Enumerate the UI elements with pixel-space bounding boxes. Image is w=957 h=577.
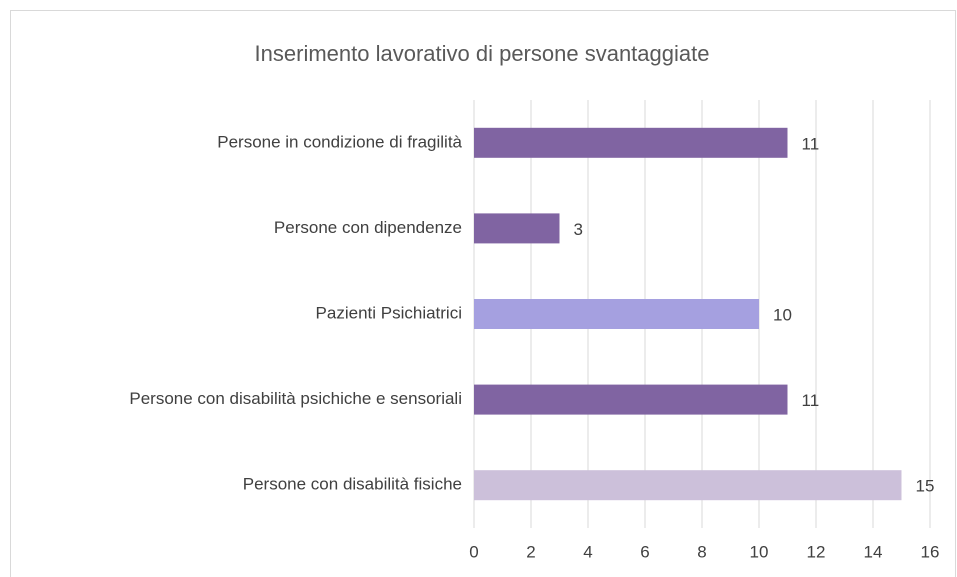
x-tick-label: 12 (807, 542, 826, 561)
chart-title: Inserimento lavorativo di persone svanta… (255, 41, 710, 66)
y-tick-label: Persone con dipendenze (274, 218, 462, 237)
y-tick-label: Persone con disabilità fisiche (243, 475, 462, 494)
x-tick-label: 16 (921, 542, 940, 561)
data-label: 11 (802, 134, 820, 153)
data-label: 15 (916, 477, 935, 496)
y-tick-label: Persone in condizione di fragilità (217, 132, 462, 151)
data-label: 11 (802, 391, 820, 410)
x-tick-label: 4 (583, 542, 592, 561)
y-tick-label: Persone con disabilità psichiche e senso… (129, 389, 462, 408)
bar (474, 470, 902, 501)
bar (474, 384, 788, 415)
bar (474, 213, 560, 244)
x-tick-label: 14 (864, 542, 883, 561)
x-tick-label: 6 (640, 542, 649, 561)
x-tick-label: 0 (469, 542, 478, 561)
x-tick-label: 10 (750, 542, 769, 561)
bar (474, 127, 788, 158)
data-label: 3 (574, 220, 583, 239)
x-tick-label: 2 (526, 542, 535, 561)
x-tick-label: 8 (697, 542, 706, 561)
bar (474, 299, 759, 329)
data-label: 10 (773, 305, 792, 324)
y-tick-label: Pazienti Psichiatrici (316, 303, 462, 322)
